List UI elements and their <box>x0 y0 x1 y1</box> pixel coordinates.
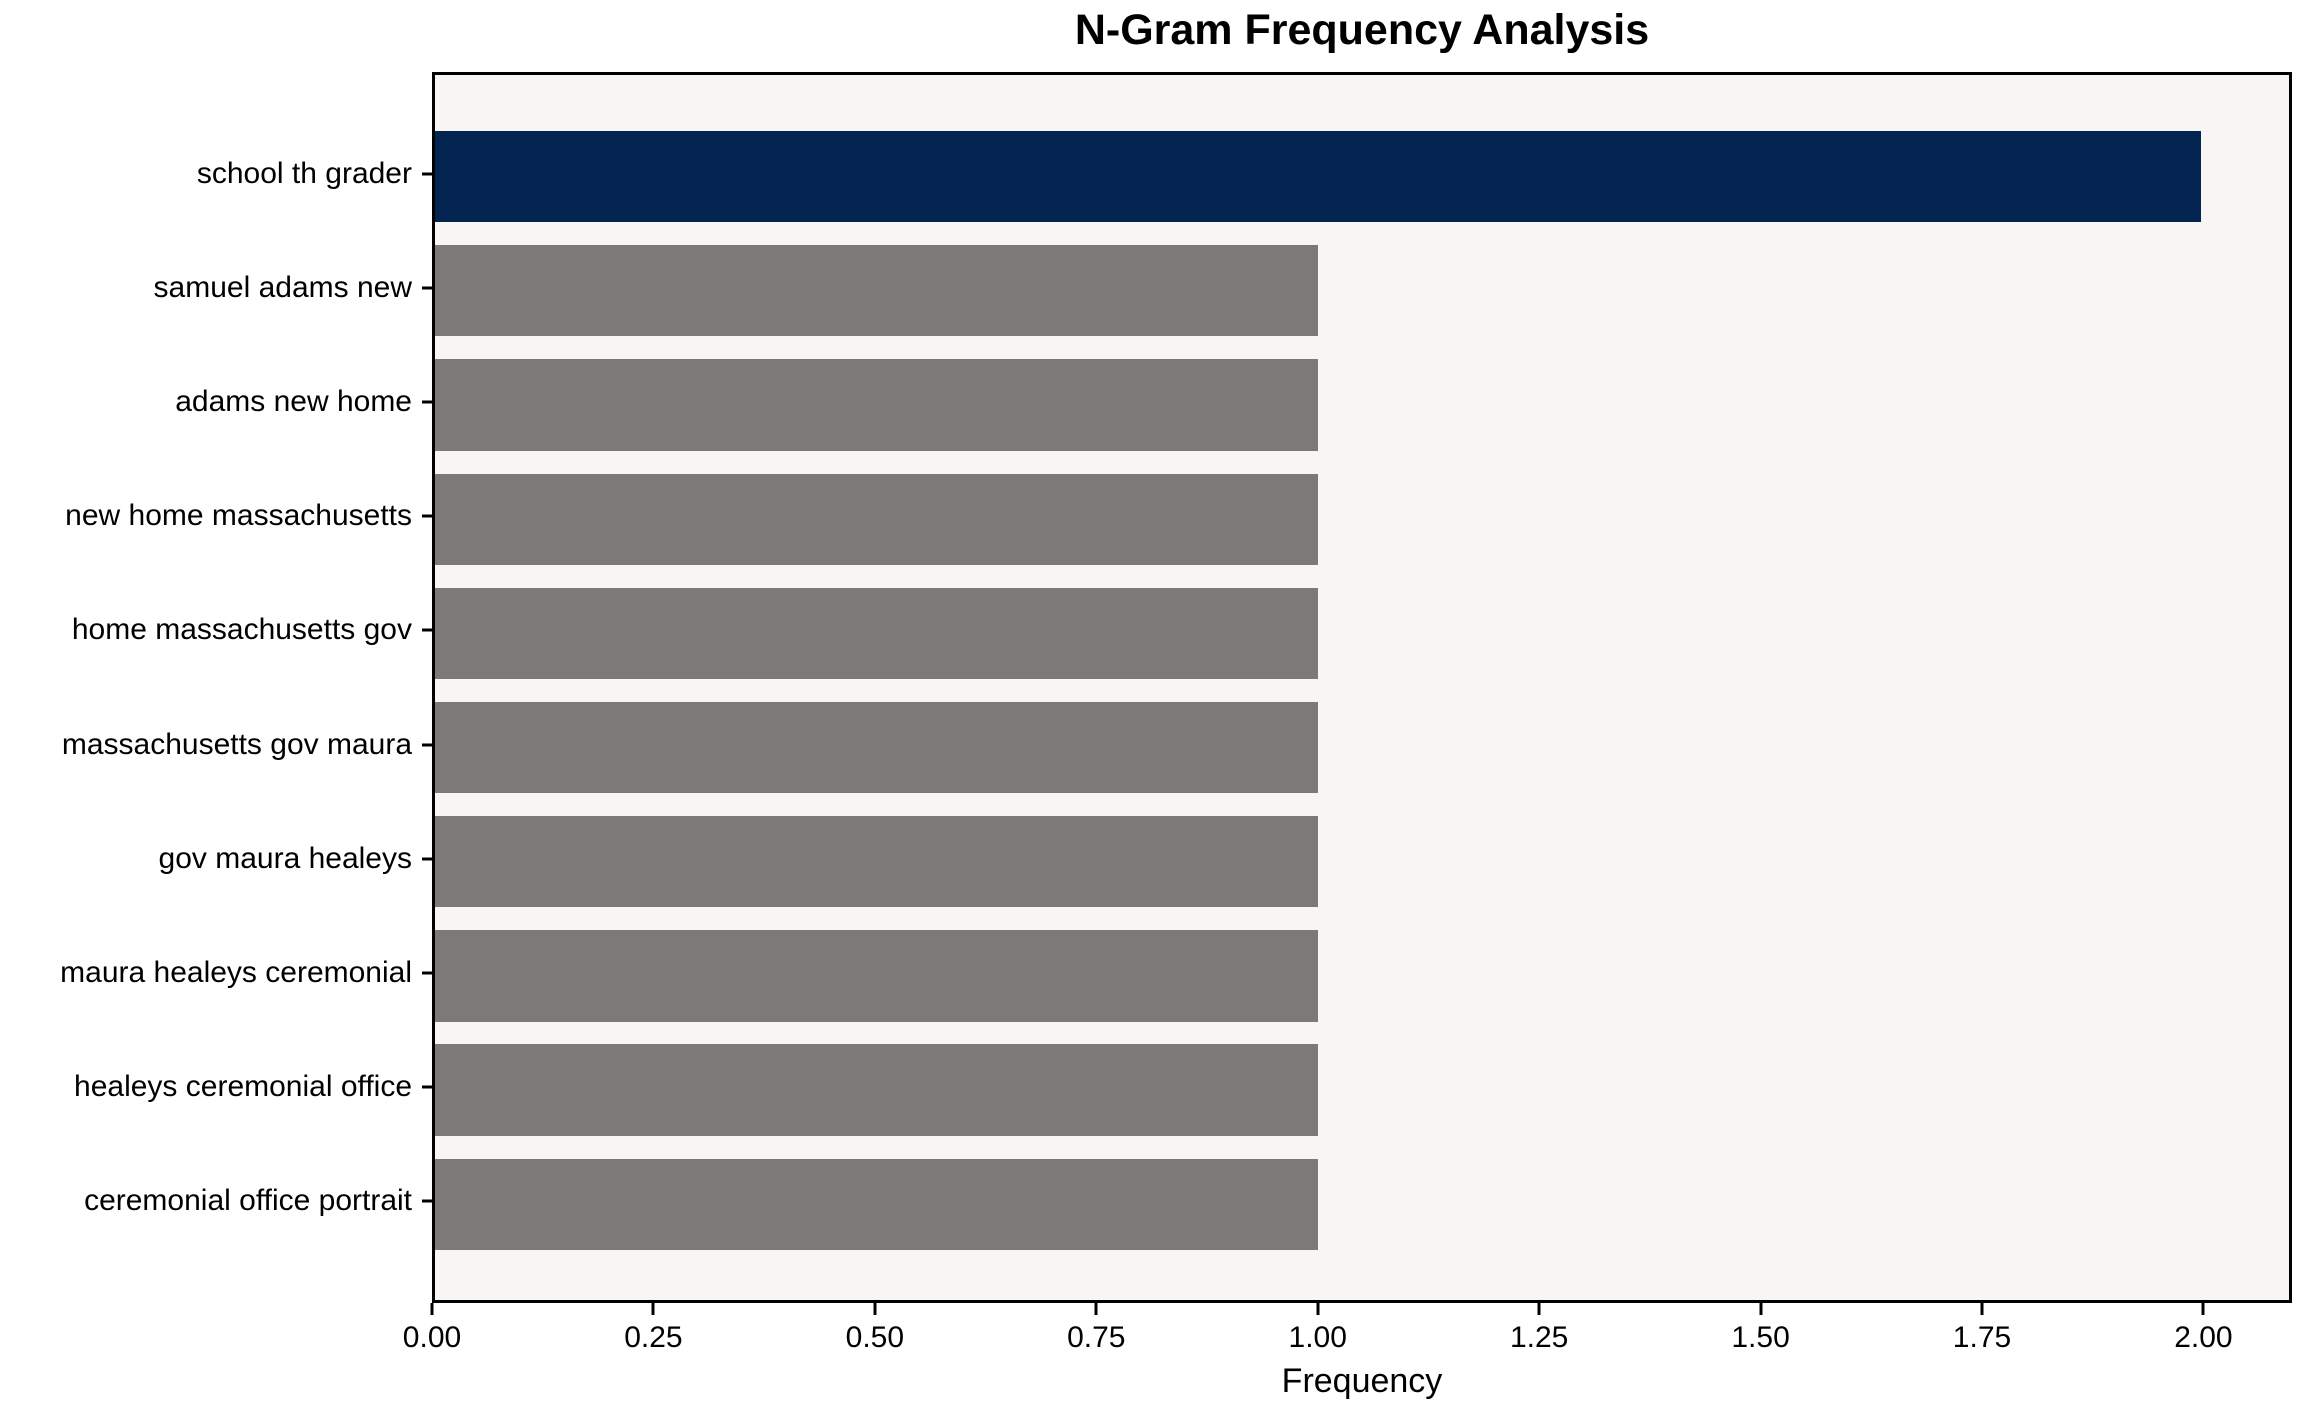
x-tick <box>1316 1303 1320 1315</box>
y-tick-label: healeys ceremonial office <box>74 1070 412 1104</box>
chart-title: N-Gram Frequency Analysis <box>1074 6 1650 54</box>
y-tick <box>422 1199 432 1203</box>
y-tick <box>422 400 432 404</box>
y-tick-label: school th grader <box>196 156 412 190</box>
bar-new-home-massachusetts <box>435 473 1318 565</box>
y-tick <box>422 857 432 861</box>
y-tick <box>422 514 432 518</box>
x-tick-label: 0.75 <box>1067 1321 1126 1354</box>
y-tick-label: samuel adams new <box>153 270 412 304</box>
y-tick <box>422 172 432 176</box>
y-tick <box>422 1085 432 1089</box>
y-tick-label: adams new home <box>175 385 412 419</box>
y-tick <box>422 286 432 290</box>
x-tick <box>1759 1303 1763 1315</box>
bar-home-massachusetts-gov <box>435 587 1318 680</box>
x-tick <box>2201 1303 2205 1315</box>
bar-healeys-ceremonial-office <box>435 1044 1318 1136</box>
bar-adams-new-home <box>435 359 1318 451</box>
bar-gov-maura-healeys <box>435 816 1318 908</box>
y-tick-label: new home massachusetts <box>65 499 412 533</box>
bar-maura-healeys-ceremonial <box>435 930 1318 1022</box>
y-tick <box>422 743 432 747</box>
bar-school-th-grader <box>435 130 2201 223</box>
x-tick-label: 2.00 <box>2174 1321 2233 1354</box>
x-tick-label: 1.25 <box>1509 1321 1569 1354</box>
x-tick-label: 1.75 <box>1952 1321 2012 1354</box>
x-tick <box>651 1303 655 1315</box>
x-tick <box>1980 1303 1984 1315</box>
x-tick-label: 1.50 <box>1731 1321 1790 1354</box>
bar-massachusetts-gov-maura <box>435 701 1318 794</box>
x-tick <box>1094 1303 1098 1315</box>
x-tick <box>1537 1303 1541 1315</box>
plot-area <box>432 72 2292 1303</box>
x-tick <box>873 1303 877 1315</box>
bar-ceremonial-office-portrait <box>435 1158 1318 1251</box>
x-tick-label: 0.00 <box>402 1321 462 1354</box>
x-tick-label: 0.50 <box>845 1321 905 1354</box>
x-tick-label: 1.00 <box>1288 1321 1347 1354</box>
y-tick-label: maura healeys ceremonial <box>60 955 412 989</box>
y-tick <box>422 628 432 632</box>
x-tick-label: 0.25 <box>624 1321 683 1354</box>
x-axis-label: Frequency <box>1281 1362 1443 1400</box>
y-tick-label: massachusetts gov maura <box>61 727 412 761</box>
y-tick <box>422 971 432 975</box>
y-tick-label: ceremonial office portrait <box>84 1184 412 1218</box>
bar-samuel-adams-new <box>435 245 1318 337</box>
y-tick-label: gov maura healeys <box>158 841 412 875</box>
y-tick-label: home massachusetts gov <box>71 613 412 647</box>
x-tick <box>430 1303 434 1315</box>
